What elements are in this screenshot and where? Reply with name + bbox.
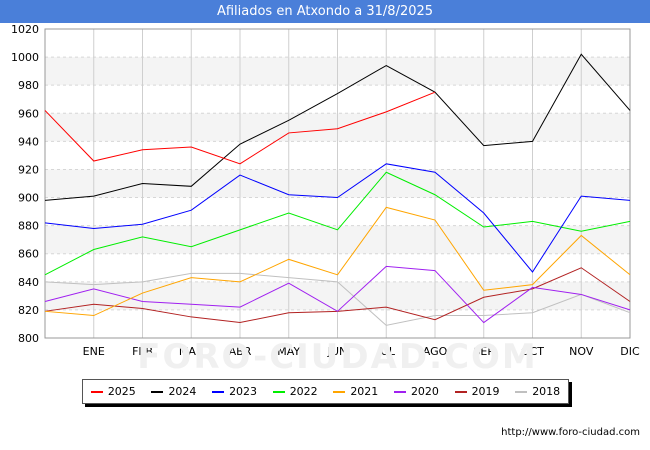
legend-swatch xyxy=(393,390,406,393)
x-tick-label: OCT xyxy=(521,345,544,358)
x-tick-label: MAR xyxy=(179,345,204,358)
x-tick-label: NOV xyxy=(569,345,594,358)
x-tick-label: DIC xyxy=(620,345,640,358)
chart-legend: 2025 2024 2023 2022 2021 2020 2019 2018 xyxy=(82,379,569,404)
legend-item-2021: 2021 xyxy=(333,385,378,398)
legend-item-2018: 2018 xyxy=(515,385,560,398)
series-line-2022 xyxy=(44,171,631,276)
source-url[interactable]: http://www.foro-ciudad.com xyxy=(501,427,640,438)
legend-label: 2021 xyxy=(350,385,379,398)
legend-item-2025: 2025 xyxy=(90,385,136,398)
y-tick-label: 960 xyxy=(18,107,39,120)
legend-swatch xyxy=(454,390,467,393)
y-tick-label: 940 xyxy=(18,135,39,148)
legend-label: 2018 xyxy=(532,385,561,398)
legend-item-2020: 2020 xyxy=(393,385,439,398)
series-line-2025 xyxy=(44,91,436,165)
y-tick-label: 860 xyxy=(18,248,39,261)
chart-title: Afiliados en Atxondo a 31/8/2025 xyxy=(0,0,650,23)
plot-border xyxy=(44,28,631,339)
legend-item-2022: 2022 xyxy=(272,385,318,398)
series-line-2020 xyxy=(44,265,631,324)
y-tick-label: 900 xyxy=(18,192,39,205)
y-tick-label: 1000 xyxy=(11,51,39,64)
y-tick-label: 820 xyxy=(18,304,39,317)
x-tick-label: AGO xyxy=(423,345,448,358)
legend-swatch xyxy=(272,390,285,393)
legend-label: 2024 xyxy=(168,385,197,398)
y-tick-label: 800 xyxy=(18,332,39,345)
x-tick-label: MAY xyxy=(277,345,300,358)
x-tick-label: JUN xyxy=(327,345,348,358)
legend-item-2019: 2019 xyxy=(454,385,500,398)
legend-label: 2022 xyxy=(289,385,318,398)
series-line-2023 xyxy=(44,163,631,273)
x-tick-label: ABR xyxy=(229,345,252,358)
y-tick-label: 1020 xyxy=(11,23,39,36)
legend-swatch xyxy=(151,390,164,393)
series-line-2018 xyxy=(44,272,631,326)
y-tick-label: 920 xyxy=(18,163,39,176)
series-line-2024 xyxy=(44,53,631,201)
series-line-2021 xyxy=(44,206,631,317)
legend-item-2023: 2023 xyxy=(212,385,257,398)
legend-label: 2020 xyxy=(410,385,439,398)
legend-label: 2019 xyxy=(471,385,500,398)
y-tick-label: 840 xyxy=(18,276,39,289)
legend-label: 2023 xyxy=(229,385,258,398)
x-tick-label: ENE xyxy=(83,345,105,358)
watermark-text: FORO-CIUDAD.COM xyxy=(137,337,538,377)
y-tick-label: 880 xyxy=(18,220,39,233)
legend-swatch xyxy=(212,390,225,393)
legend-item-2024: 2024 xyxy=(151,385,196,398)
x-tick-label: JUL xyxy=(377,345,396,358)
legend-swatch xyxy=(515,390,528,393)
legend-swatch xyxy=(333,390,346,393)
x-tick-label: FEB xyxy=(132,345,153,358)
x-tick-label: SEP xyxy=(473,345,494,358)
legend-swatch xyxy=(90,390,103,393)
legend-label: 2025 xyxy=(107,385,136,398)
y-tick-label: 980 xyxy=(18,79,39,92)
